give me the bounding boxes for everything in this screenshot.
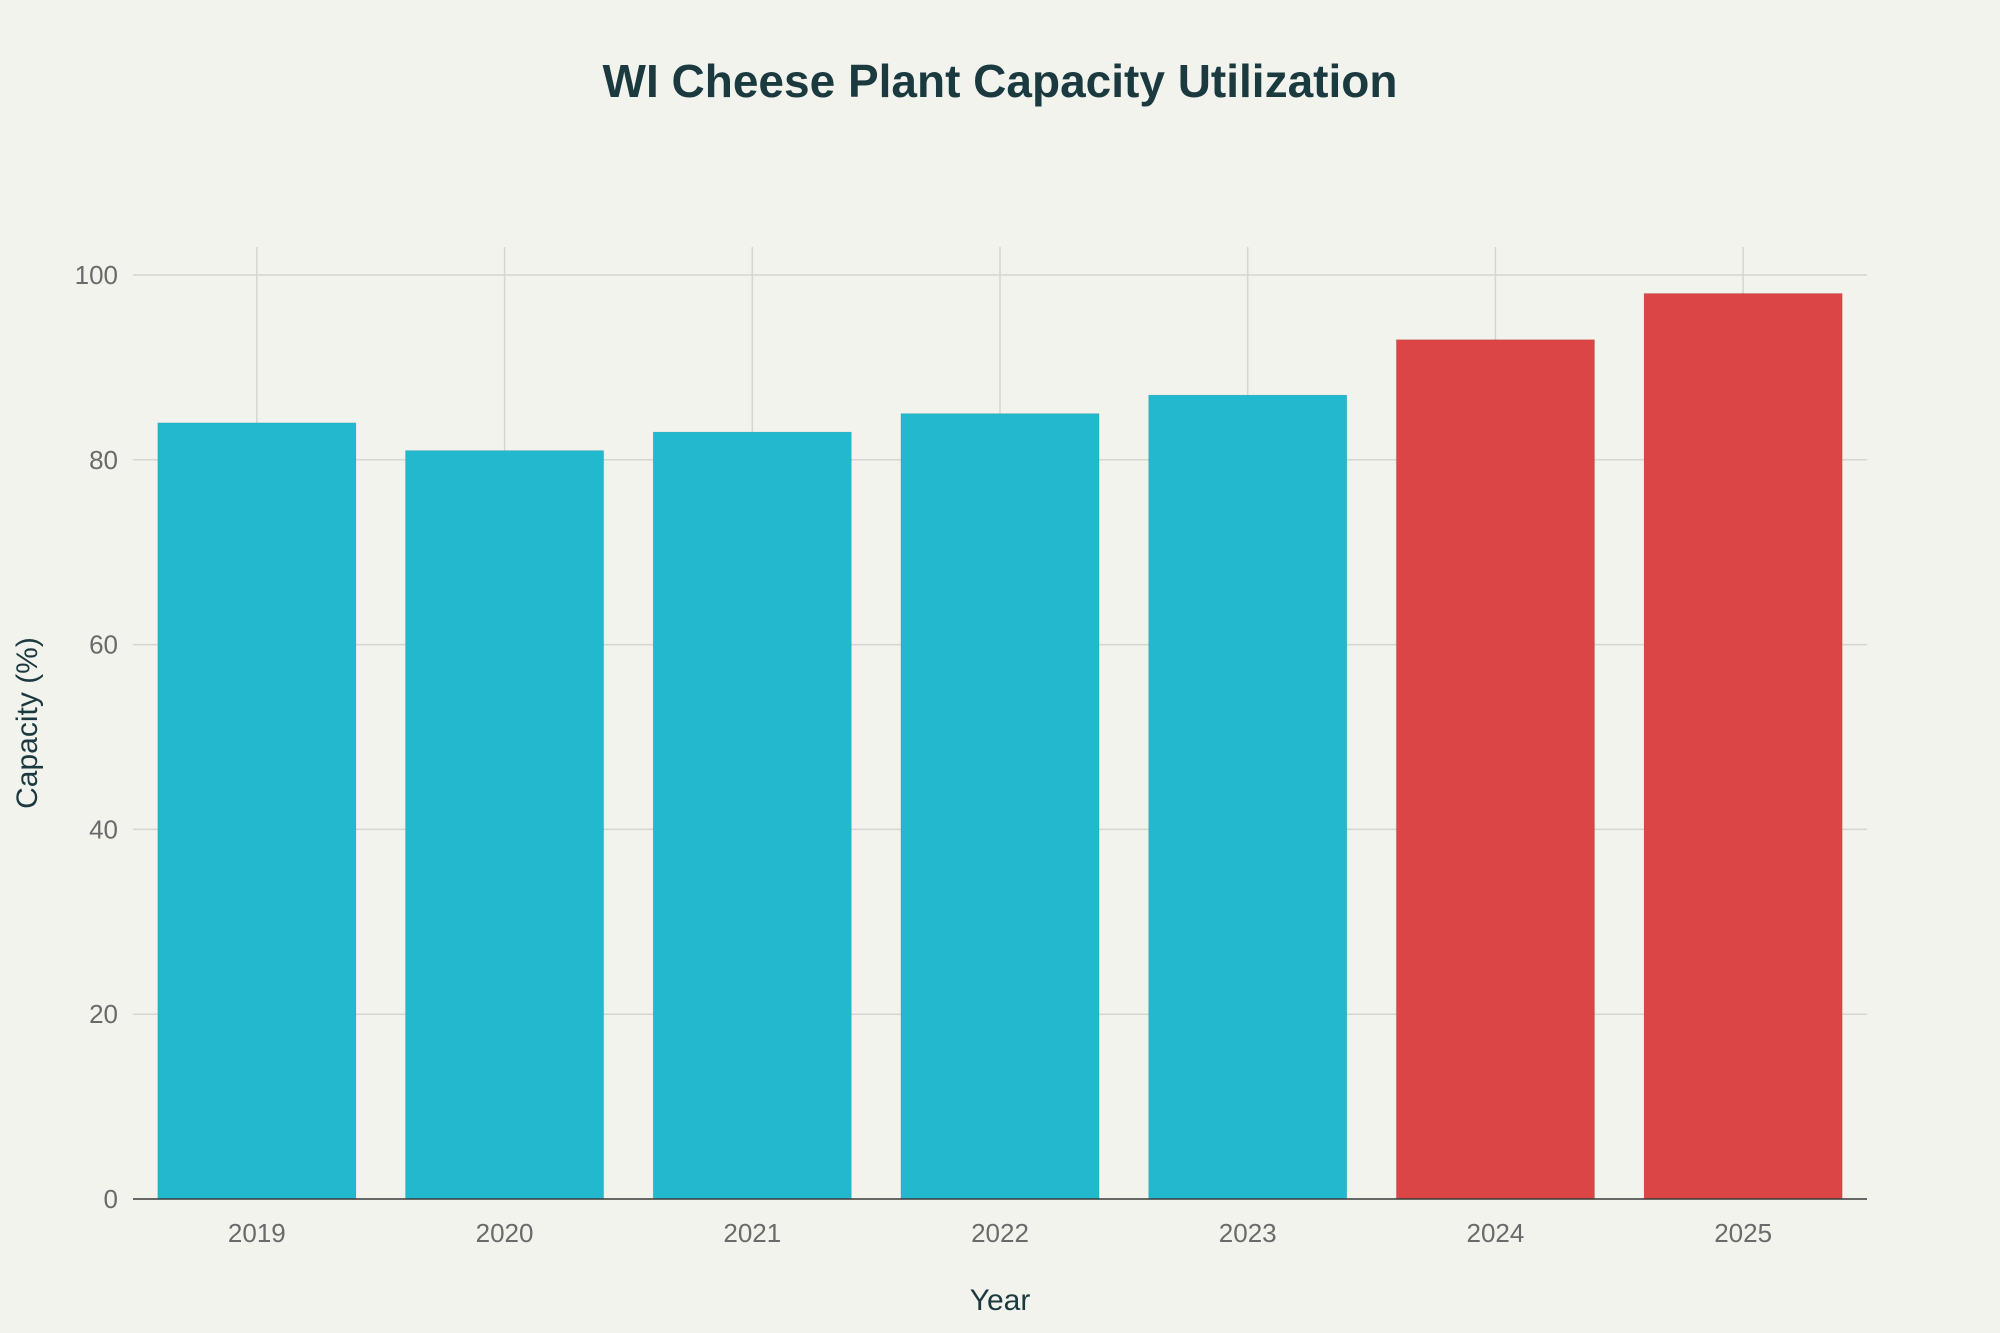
x-tick-label: 2019 [228, 1218, 286, 1248]
x-tick-labels: 2019 2020 2021 2022 2023 2024 2025 [228, 1218, 1772, 1248]
chart-title: WI Cheese Plant Capacity Utilization [603, 55, 1398, 107]
x-axis-title: Year [970, 1284, 1031, 1317]
y-tick-label: 60 [89, 630, 118, 660]
y-tick-label: 20 [89, 999, 118, 1029]
x-tick-label: 2024 [1467, 1218, 1525, 1248]
y-tick-label: 40 [89, 814, 118, 844]
x-tick-label: 2022 [971, 1218, 1029, 1248]
x-tick-label: 2020 [476, 1218, 534, 1248]
bar-2022 [900, 413, 1100, 1200]
x-tick-label: 2023 [1219, 1218, 1277, 1248]
bar-2021 [652, 431, 852, 1200]
y-tick-label: 80 [89, 445, 118, 475]
x-tick-label: 2021 [723, 1218, 781, 1248]
bars [157, 292, 1843, 1200]
y-tick-labels: 0 20 40 60 80 100 [75, 260, 118, 1214]
y-tick-label: 0 [104, 1184, 118, 1214]
y-axis-title: Capacity (%) [11, 637, 44, 809]
x-tick-label: 2025 [1714, 1218, 1772, 1248]
bar-2023 [1148, 394, 1348, 1200]
bar-2020 [404, 450, 605, 1200]
y-tick-label: 100 [75, 260, 118, 290]
bar-2025 [1643, 292, 1843, 1200]
bar-2019 [157, 422, 357, 1200]
bar-2024 [1395, 339, 1596, 1200]
